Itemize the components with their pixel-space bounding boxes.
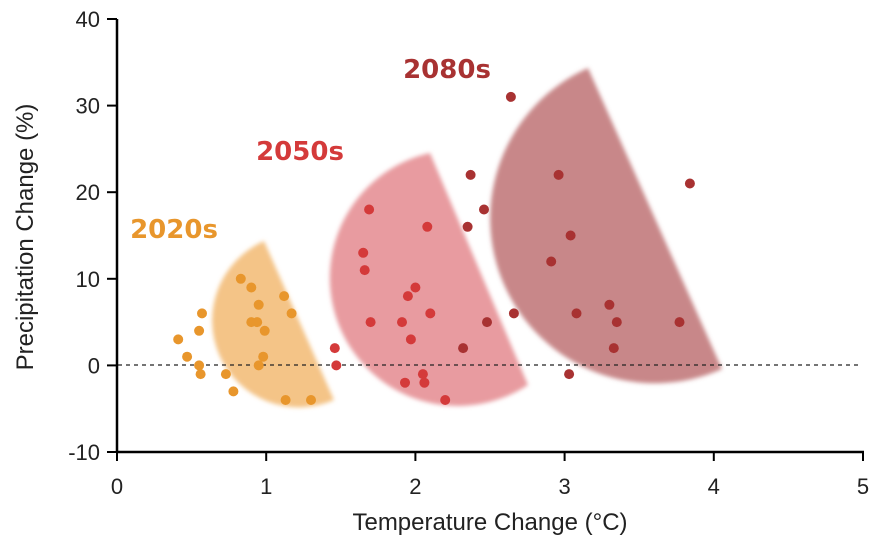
point-2050s-4 bbox=[364, 204, 375, 215]
x-tick-label: 5 bbox=[857, 474, 869, 499]
projection-regions bbox=[212, 68, 722, 408]
point-2020s-16 bbox=[279, 291, 290, 302]
point-2080s-12 bbox=[604, 299, 615, 310]
point-2080s-0 bbox=[458, 343, 469, 354]
point-2080s-6 bbox=[508, 308, 519, 319]
y-tick-label: 0 bbox=[88, 353, 100, 378]
point-2080s-16 bbox=[684, 178, 695, 189]
point-2050s-0 bbox=[329, 343, 340, 354]
y-tick-label: 40 bbox=[76, 7, 100, 32]
point-2050s-7 bbox=[400, 377, 410, 388]
point-2080s-13 bbox=[608, 343, 619, 354]
point-2020s-1 bbox=[182, 351, 193, 362]
point-2020s-5 bbox=[197, 308, 207, 319]
point-2050s-1 bbox=[331, 360, 342, 371]
x-tick-label: 4 bbox=[708, 474, 720, 499]
point-2020s-9 bbox=[246, 282, 257, 293]
point-2080s-9 bbox=[564, 369, 575, 380]
axes: 0 1 2 3 4 5 -10 0 10 20 30 40 bbox=[68, 7, 869, 499]
data-points bbox=[173, 91, 695, 405]
point-2050s-15 bbox=[440, 395, 451, 405]
point-2050s-9 bbox=[405, 334, 416, 345]
point-2080s-2 bbox=[465, 169, 476, 180]
point-2080s-4 bbox=[482, 317, 492, 328]
x-axis-label: Temperature Change (°C) bbox=[352, 509, 627, 536]
region-2080s bbox=[490, 68, 722, 384]
point-2080s-15 bbox=[674, 317, 685, 328]
point-2020s-12 bbox=[253, 299, 264, 310]
point-2020s-18 bbox=[286, 308, 297, 319]
point-2080s-7 bbox=[546, 256, 557, 267]
series-label-2050s: 2050s bbox=[256, 137, 344, 167]
point-2020s-6 bbox=[220, 369, 231, 380]
point-2050s-11 bbox=[417, 369, 428, 380]
point-2050s-10 bbox=[410, 282, 421, 293]
y-tick-label: 10 bbox=[76, 267, 100, 292]
point-2020s-19 bbox=[306, 395, 316, 405]
x-ticks: 0 1 2 3 4 5 bbox=[111, 452, 869, 499]
point-2050s-13 bbox=[422, 221, 433, 232]
point-2050s-2 bbox=[358, 247, 369, 258]
series-label-2080s: 2080s bbox=[403, 55, 491, 85]
point-2080s-14 bbox=[611, 317, 622, 328]
point-2050s-12 bbox=[419, 377, 430, 388]
point-2080s-3 bbox=[479, 204, 489, 215]
point-2020s-11 bbox=[252, 317, 263, 328]
point-2050s-14 bbox=[425, 308, 436, 319]
point-2020s-14 bbox=[258, 351, 269, 362]
point-2050s-5 bbox=[365, 317, 376, 328]
point-2020s-17 bbox=[280, 395, 291, 405]
series-label-2020s: 2020s bbox=[130, 215, 218, 245]
x-tick-label: 3 bbox=[558, 474, 570, 499]
point-2020s-8 bbox=[235, 273, 246, 284]
point-2080s-11 bbox=[571, 308, 582, 319]
x-tick-label: 0 bbox=[111, 474, 123, 499]
point-2050s-8 bbox=[402, 291, 413, 302]
point-2020s-15 bbox=[259, 325, 270, 336]
point-2020s-0 bbox=[173, 334, 184, 345]
point-2020s-7 bbox=[228, 386, 239, 397]
region-2050s bbox=[329, 153, 528, 406]
x-tick-label: 2 bbox=[409, 474, 421, 499]
y-tick-label: -10 bbox=[68, 440, 100, 465]
y-tick-label: 30 bbox=[76, 94, 100, 119]
point-2050s-6 bbox=[397, 317, 407, 328]
point-2080s-5 bbox=[505, 91, 516, 102]
x-tick-label: 1 bbox=[260, 474, 272, 499]
point-2050s-3 bbox=[359, 265, 370, 276]
region-2020s bbox=[212, 241, 334, 408]
point-2020s-13 bbox=[253, 360, 264, 371]
point-2020s-4 bbox=[195, 369, 206, 380]
point-2020s-3 bbox=[194, 360, 205, 371]
y-ticks: -10 0 10 20 30 40 bbox=[68, 7, 117, 465]
y-tick-label: 20 bbox=[76, 180, 100, 205]
point-2020s-2 bbox=[194, 325, 205, 336]
point-2080s-8 bbox=[553, 169, 564, 180]
point-2080s-10 bbox=[565, 230, 576, 241]
point-2080s-1 bbox=[462, 221, 473, 232]
y-axis-label: Precipitation Change (%) bbox=[12, 104, 39, 371]
